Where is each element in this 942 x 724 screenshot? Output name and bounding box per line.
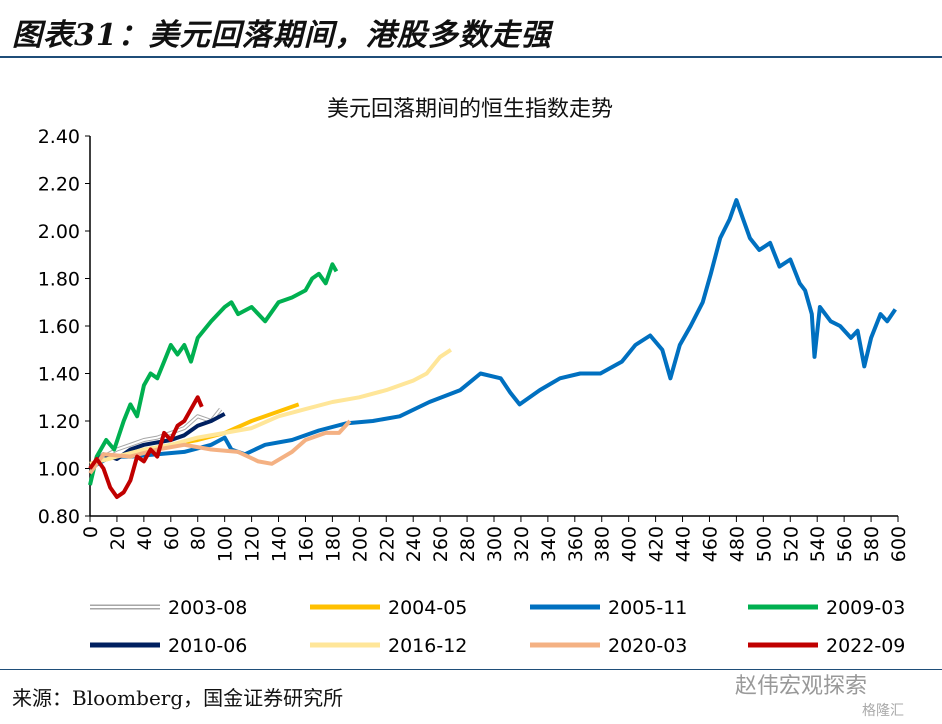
x-tick-label: 100 [215, 526, 237, 562]
x-tick-label: 40 [134, 526, 156, 550]
x-tick-label: 120 [242, 526, 264, 562]
x-tick-label: 60 [161, 526, 183, 550]
y-tick-label: 2.40 [38, 126, 80, 148]
source-note: 来源：Bloomberg，国金证券研究所 [12, 686, 344, 710]
x-tick-label: 240 [403, 526, 425, 562]
x-tick-label: 300 [484, 526, 506, 562]
y-tick-label: 1.20 [38, 411, 80, 433]
series-line-2022-09 [88, 395, 204, 499]
legend-label: 2020-03 [608, 635, 687, 657]
x-tick-label: 480 [726, 526, 748, 562]
chart-title: 美元回落期间的恒生指数走势 [327, 97, 613, 122]
y-tick-label: 1.60 [38, 316, 80, 338]
y-tick-label: 1.00 [38, 459, 80, 481]
y-tick-label: 2.20 [38, 174, 80, 196]
x-tick-label: 20 [107, 526, 129, 550]
x-tick-label: 220 [376, 526, 398, 562]
watermark-secondary: 格隆汇 [862, 703, 904, 719]
x-tick-label: 400 [619, 526, 641, 562]
legend-label: 2009-03 [826, 597, 905, 619]
x-tick-label: 540 [807, 526, 829, 562]
x-tick-label: 160 [295, 526, 317, 562]
legend-label: 2022-09 [826, 635, 905, 657]
x-tick-label: 140 [269, 526, 291, 562]
x-tick-label: 0 [80, 526, 102, 538]
x-tick-label: 420 [646, 526, 668, 562]
figure-title: 图表31：美元回落期间，港股多数走强 [12, 18, 552, 53]
x-tick-label: 280 [457, 526, 479, 562]
y-tick-label: 0.80 [38, 506, 80, 528]
legend-label: 2004-05 [388, 597, 467, 619]
x-tick-label: 180 [322, 526, 344, 562]
y-tick-label: 1.80 [38, 269, 80, 291]
legend-label: 2010-06 [168, 635, 247, 657]
footer-divider [0, 669, 942, 670]
series-line-2009-03 [88, 262, 339, 486]
watermark: 赵伟宏观探索 [735, 674, 868, 699]
x-tick-label: 360 [565, 526, 587, 562]
line-chart: 美元回落期间的恒生指数走势 0.80 1.00 1.20 1.40 1.60 1.80 2.0… [38, 97, 910, 657]
x-tick-label: 200 [349, 526, 371, 562]
legend-label: 2005-11 [608, 597, 687, 619]
x-tick-label: 600 [888, 526, 910, 562]
y-tick-label: 2.00 [38, 221, 80, 243]
series-line-2016-12 [89, 348, 452, 466]
title-divider [0, 56, 942, 58]
x-tick-label: 260 [430, 526, 452, 562]
legend-label: 2016-12 [388, 635, 467, 657]
x-tick-label: 580 [861, 526, 883, 562]
series-line-2005-11 [88, 198, 897, 471]
legend-label: 2003-08 [168, 597, 247, 619]
x-tick-label: 340 [538, 526, 560, 562]
series-line-2020-03 [88, 419, 352, 475]
x-tick-label: 560 [834, 526, 856, 562]
x-tick-label: 380 [592, 526, 614, 562]
x-tick-label: 440 [673, 526, 695, 562]
y-tick-label: 1.40 [38, 364, 80, 386]
x-tick-label: 460 [699, 526, 721, 562]
series-line-inner-2003-08 [89, 408, 222, 470]
x-tick-label: 520 [780, 526, 802, 562]
x-tick-label: 80 [188, 526, 210, 550]
x-tick-label: 500 [753, 526, 775, 562]
x-tick-label: 320 [511, 526, 533, 562]
